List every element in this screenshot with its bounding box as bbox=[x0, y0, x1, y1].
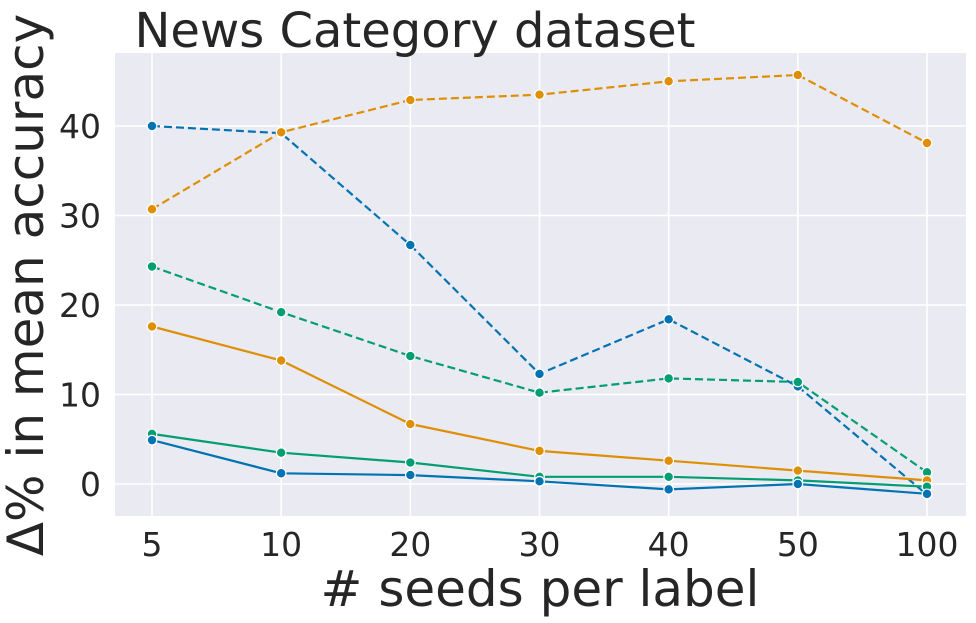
plot-area bbox=[115, 53, 966, 516]
data-point bbox=[404, 94, 416, 106]
data-point bbox=[404, 469, 416, 481]
data-point bbox=[921, 137, 933, 149]
data-point bbox=[534, 475, 545, 487]
data-point bbox=[792, 478, 804, 490]
data-point bbox=[792, 69, 804, 81]
data-point bbox=[663, 483, 675, 495]
data-point bbox=[921, 488, 933, 500]
gridlines bbox=[115, 53, 966, 516]
data-point bbox=[404, 418, 416, 430]
data-point bbox=[146, 120, 158, 132]
data-point bbox=[534, 89, 545, 101]
x-tick-label: 10 bbox=[260, 525, 302, 564]
series-markers bbox=[146, 69, 933, 501]
data-point bbox=[663, 471, 675, 483]
y-tick-labels: 0 10 20 30 40 bbox=[59, 107, 101, 504]
x-tick-label: 30 bbox=[519, 525, 561, 564]
y-tick-label: 10 bbox=[59, 376, 101, 415]
x-tick-labels: 5 10 20 30 40 50 100 bbox=[142, 525, 959, 564]
data-point bbox=[275, 306, 287, 318]
data-point bbox=[275, 355, 287, 366]
data-point bbox=[146, 434, 158, 446]
x-tick-label: 5 bbox=[142, 525, 163, 564]
data-point bbox=[663, 75, 675, 87]
y-tick-label: 20 bbox=[59, 286, 101, 325]
data-point bbox=[275, 467, 287, 479]
data-point bbox=[663, 372, 675, 384]
data-point bbox=[404, 239, 416, 251]
data-point bbox=[146, 261, 158, 272]
x-tick-label: 40 bbox=[648, 525, 690, 564]
data-point bbox=[663, 455, 675, 467]
data-point bbox=[275, 126, 287, 138]
x-tick-label: 100 bbox=[896, 525, 959, 564]
data-point bbox=[404, 350, 416, 362]
data-point bbox=[792, 376, 804, 388]
y-tick-label: 40 bbox=[59, 107, 101, 146]
data-point bbox=[404, 457, 416, 468]
y-tick-label: 30 bbox=[59, 197, 101, 236]
data-point bbox=[663, 313, 675, 325]
x-axis-label: # seeds per label bbox=[321, 560, 760, 618]
data-point bbox=[792, 465, 804, 476]
data-point bbox=[146, 203, 158, 215]
y-axis-label: Δ% in mean accuracy bbox=[0, 14, 55, 556]
data-point bbox=[534, 445, 545, 457]
x-tick-label: 20 bbox=[389, 525, 431, 564]
y-tick-label: 0 bbox=[80, 465, 101, 504]
x-tick-label: 50 bbox=[777, 525, 819, 564]
data-point bbox=[534, 387, 545, 399]
data-point bbox=[146, 321, 158, 332]
chart-title: News Category dataset bbox=[135, 3, 696, 59]
data-point bbox=[275, 447, 287, 459]
data-point bbox=[534, 368, 545, 380]
